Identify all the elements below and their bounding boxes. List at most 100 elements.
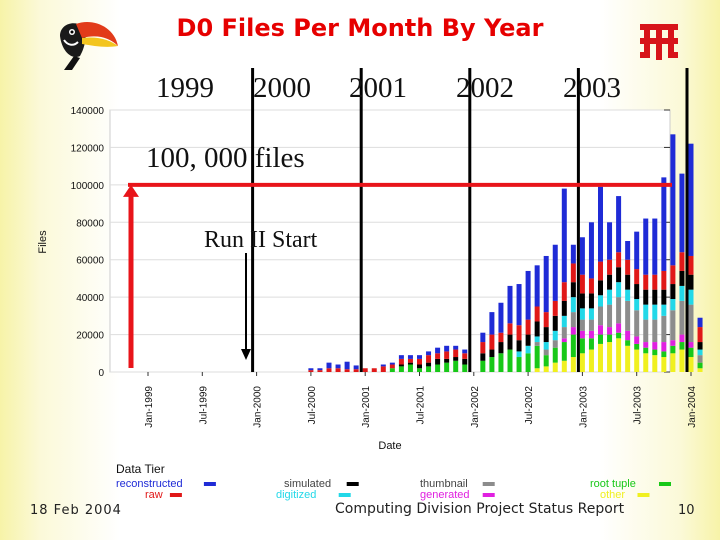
page-number: 10 bbox=[678, 503, 695, 518]
y-tick-label: 0 bbox=[98, 368, 104, 379]
bar-segment-root tuple bbox=[697, 362, 703, 369]
bar-segment-root tuple bbox=[670, 345, 676, 354]
bar-segment-generated bbox=[570, 327, 576, 335]
y-axis-label: Files bbox=[37, 230, 49, 254]
bar-segment-other bbox=[643, 353, 649, 372]
bar-segment-raw bbox=[371, 368, 377, 372]
bar-segment-thumbnail bbox=[598, 306, 603, 326]
bar-segment-reconstructed bbox=[453, 345, 459, 350]
bar-segment-digitized bbox=[561, 315, 567, 328]
bar-segment-thumbnail bbox=[661, 315, 667, 343]
bar-segment-digitized bbox=[697, 349, 703, 356]
bar-segment-thumbnail bbox=[616, 297, 622, 324]
bar-segment-other bbox=[634, 349, 640, 372]
bar-segment-reconstructed bbox=[489, 312, 495, 335]
x-tick-label: Jan-2002 bbox=[470, 386, 481, 428]
x-tick-label: Jan-1999 bbox=[144, 386, 155, 428]
bar-segment-other bbox=[543, 366, 549, 372]
bar-segment-raw bbox=[625, 259, 631, 275]
bar-segment-simulated bbox=[670, 284, 676, 300]
bar-segment-root tuple bbox=[607, 334, 613, 343]
bar-segment-reconstructed bbox=[670, 134, 676, 266]
bar-segment-raw bbox=[534, 306, 540, 322]
bar-segment-raw bbox=[380, 366, 386, 372]
bar-segment-raw bbox=[616, 252, 622, 268]
bar-segment-simulated bbox=[552, 315, 558, 331]
bar-segment-root tuple bbox=[598, 334, 603, 344]
bar-segment-simulated bbox=[498, 342, 504, 354]
bar-segment-raw bbox=[426, 355, 432, 363]
bar-segment-digitized bbox=[588, 308, 594, 320]
bar-segment-thumbnail bbox=[652, 319, 658, 343]
bar-segment-reconstructed bbox=[543, 255, 549, 313]
x-tick-label: Jul-1999 bbox=[198, 386, 209, 425]
bar-segment-reconstructed bbox=[435, 347, 441, 354]
bar-segment-thumbnail bbox=[679, 300, 685, 335]
bar-segment-reconstructed bbox=[616, 196, 622, 253]
bar-segment-raw bbox=[661, 270, 667, 290]
bar-segment-reconstructed bbox=[697, 317, 703, 328]
bar-segment-raw bbox=[552, 300, 558, 316]
bar-segment-simulated bbox=[616, 267, 622, 283]
legend-label-generated: generated bbox=[420, 489, 470, 501]
bar-segment-root tuple bbox=[634, 343, 640, 350]
bar-segment-root tuple bbox=[417, 368, 422, 372]
bar-segment-reconstructed bbox=[507, 285, 513, 324]
legend-label-digitized: digitized bbox=[276, 489, 316, 501]
bar-segment-digitized bbox=[579, 308, 585, 320]
bar-segment-raw bbox=[525, 319, 531, 335]
bar-segment-reconstructed bbox=[643, 218, 649, 275]
bar-segment-raw bbox=[598, 261, 603, 281]
legend-label-other: other bbox=[600, 489, 625, 501]
year-label: 2002 bbox=[456, 72, 514, 104]
bar-segment-simulated bbox=[579, 293, 585, 309]
bar-segment-root tuple bbox=[444, 362, 450, 372]
bar-segment-simulated bbox=[679, 270, 685, 286]
bar-segment-raw bbox=[308, 370, 314, 372]
bar-segment-reconstructed bbox=[335, 364, 341, 369]
plot-area bbox=[109, 109, 671, 373]
bar-segment-other bbox=[625, 345, 631, 372]
bar-segment-root tuple bbox=[561, 342, 567, 361]
x-tick-label: Jul-2001 bbox=[416, 386, 427, 425]
bar-segment-simulated bbox=[570, 282, 576, 298]
bar-segment-root tuple bbox=[588, 338, 594, 350]
fermilab-logo bbox=[636, 20, 682, 68]
bar-segment-generated bbox=[588, 330, 594, 339]
bar-segment-thumbnail bbox=[561, 327, 567, 339]
bar-segment-reconstructed bbox=[498, 302, 504, 333]
bar-segment-raw bbox=[444, 351, 450, 359]
y-tick-label: 140000 bbox=[71, 106, 105, 117]
bar-segment-raw bbox=[570, 263, 576, 283]
bar-segment-simulated bbox=[643, 289, 649, 305]
bar-segment-reconstructed bbox=[344, 361, 350, 370]
bar-segment-thumbnail bbox=[625, 300, 631, 331]
bar-segment-simulated bbox=[435, 358, 441, 365]
bar-segment-simulated bbox=[507, 334, 513, 350]
x-tick-label: Jan-2001 bbox=[361, 386, 372, 428]
bar-segment-reconstructed bbox=[444, 345, 450, 352]
bar-segment-digitized bbox=[643, 304, 649, 320]
bar-segment-other bbox=[670, 353, 676, 372]
bar-segment-simulated bbox=[444, 358, 450, 363]
bar-segment-root tuple bbox=[516, 357, 522, 372]
bar-segment-digitized bbox=[625, 289, 631, 301]
bar-segment-generated bbox=[670, 340, 676, 346]
bar-segment-raw bbox=[489, 334, 495, 350]
bar-segment-generated bbox=[688, 342, 694, 348]
bar-segment-generated bbox=[661, 342, 667, 352]
bar-segment-digitized bbox=[616, 282, 622, 298]
bar-segment-raw bbox=[435, 353, 441, 359]
bar-segment-simulated bbox=[598, 280, 603, 296]
bar-segment-reconstructed bbox=[552, 244, 558, 301]
annotation-100000-files: 100, 000 files bbox=[146, 142, 305, 174]
bar-segment-thumbnail bbox=[588, 319, 594, 331]
bar-segment-reconstructed bbox=[625, 241, 631, 260]
bar-segment-raw bbox=[353, 369, 359, 372]
bar-segment-raw bbox=[688, 255, 694, 275]
bar-segment-root tuple bbox=[661, 351, 667, 358]
bar-segment-raw bbox=[462, 353, 468, 359]
bar-segment-thumbnail bbox=[570, 312, 576, 328]
bar-segment-raw bbox=[407, 358, 413, 363]
bar-segment-reconstructed bbox=[417, 355, 422, 359]
